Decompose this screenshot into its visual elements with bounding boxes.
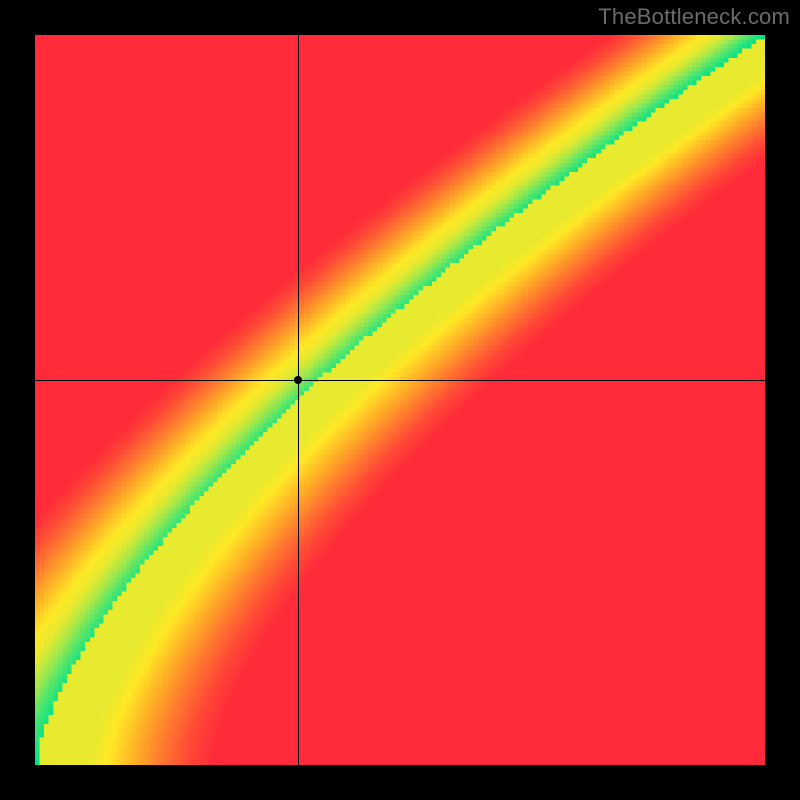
crosshair-dot	[294, 376, 302, 384]
bottleneck-heatmap	[35, 35, 765, 765]
crosshair-horizontal	[35, 380, 765, 381]
watermark-text: TheBottleneck.com	[598, 4, 790, 30]
crosshair-vertical	[298, 35, 299, 765]
